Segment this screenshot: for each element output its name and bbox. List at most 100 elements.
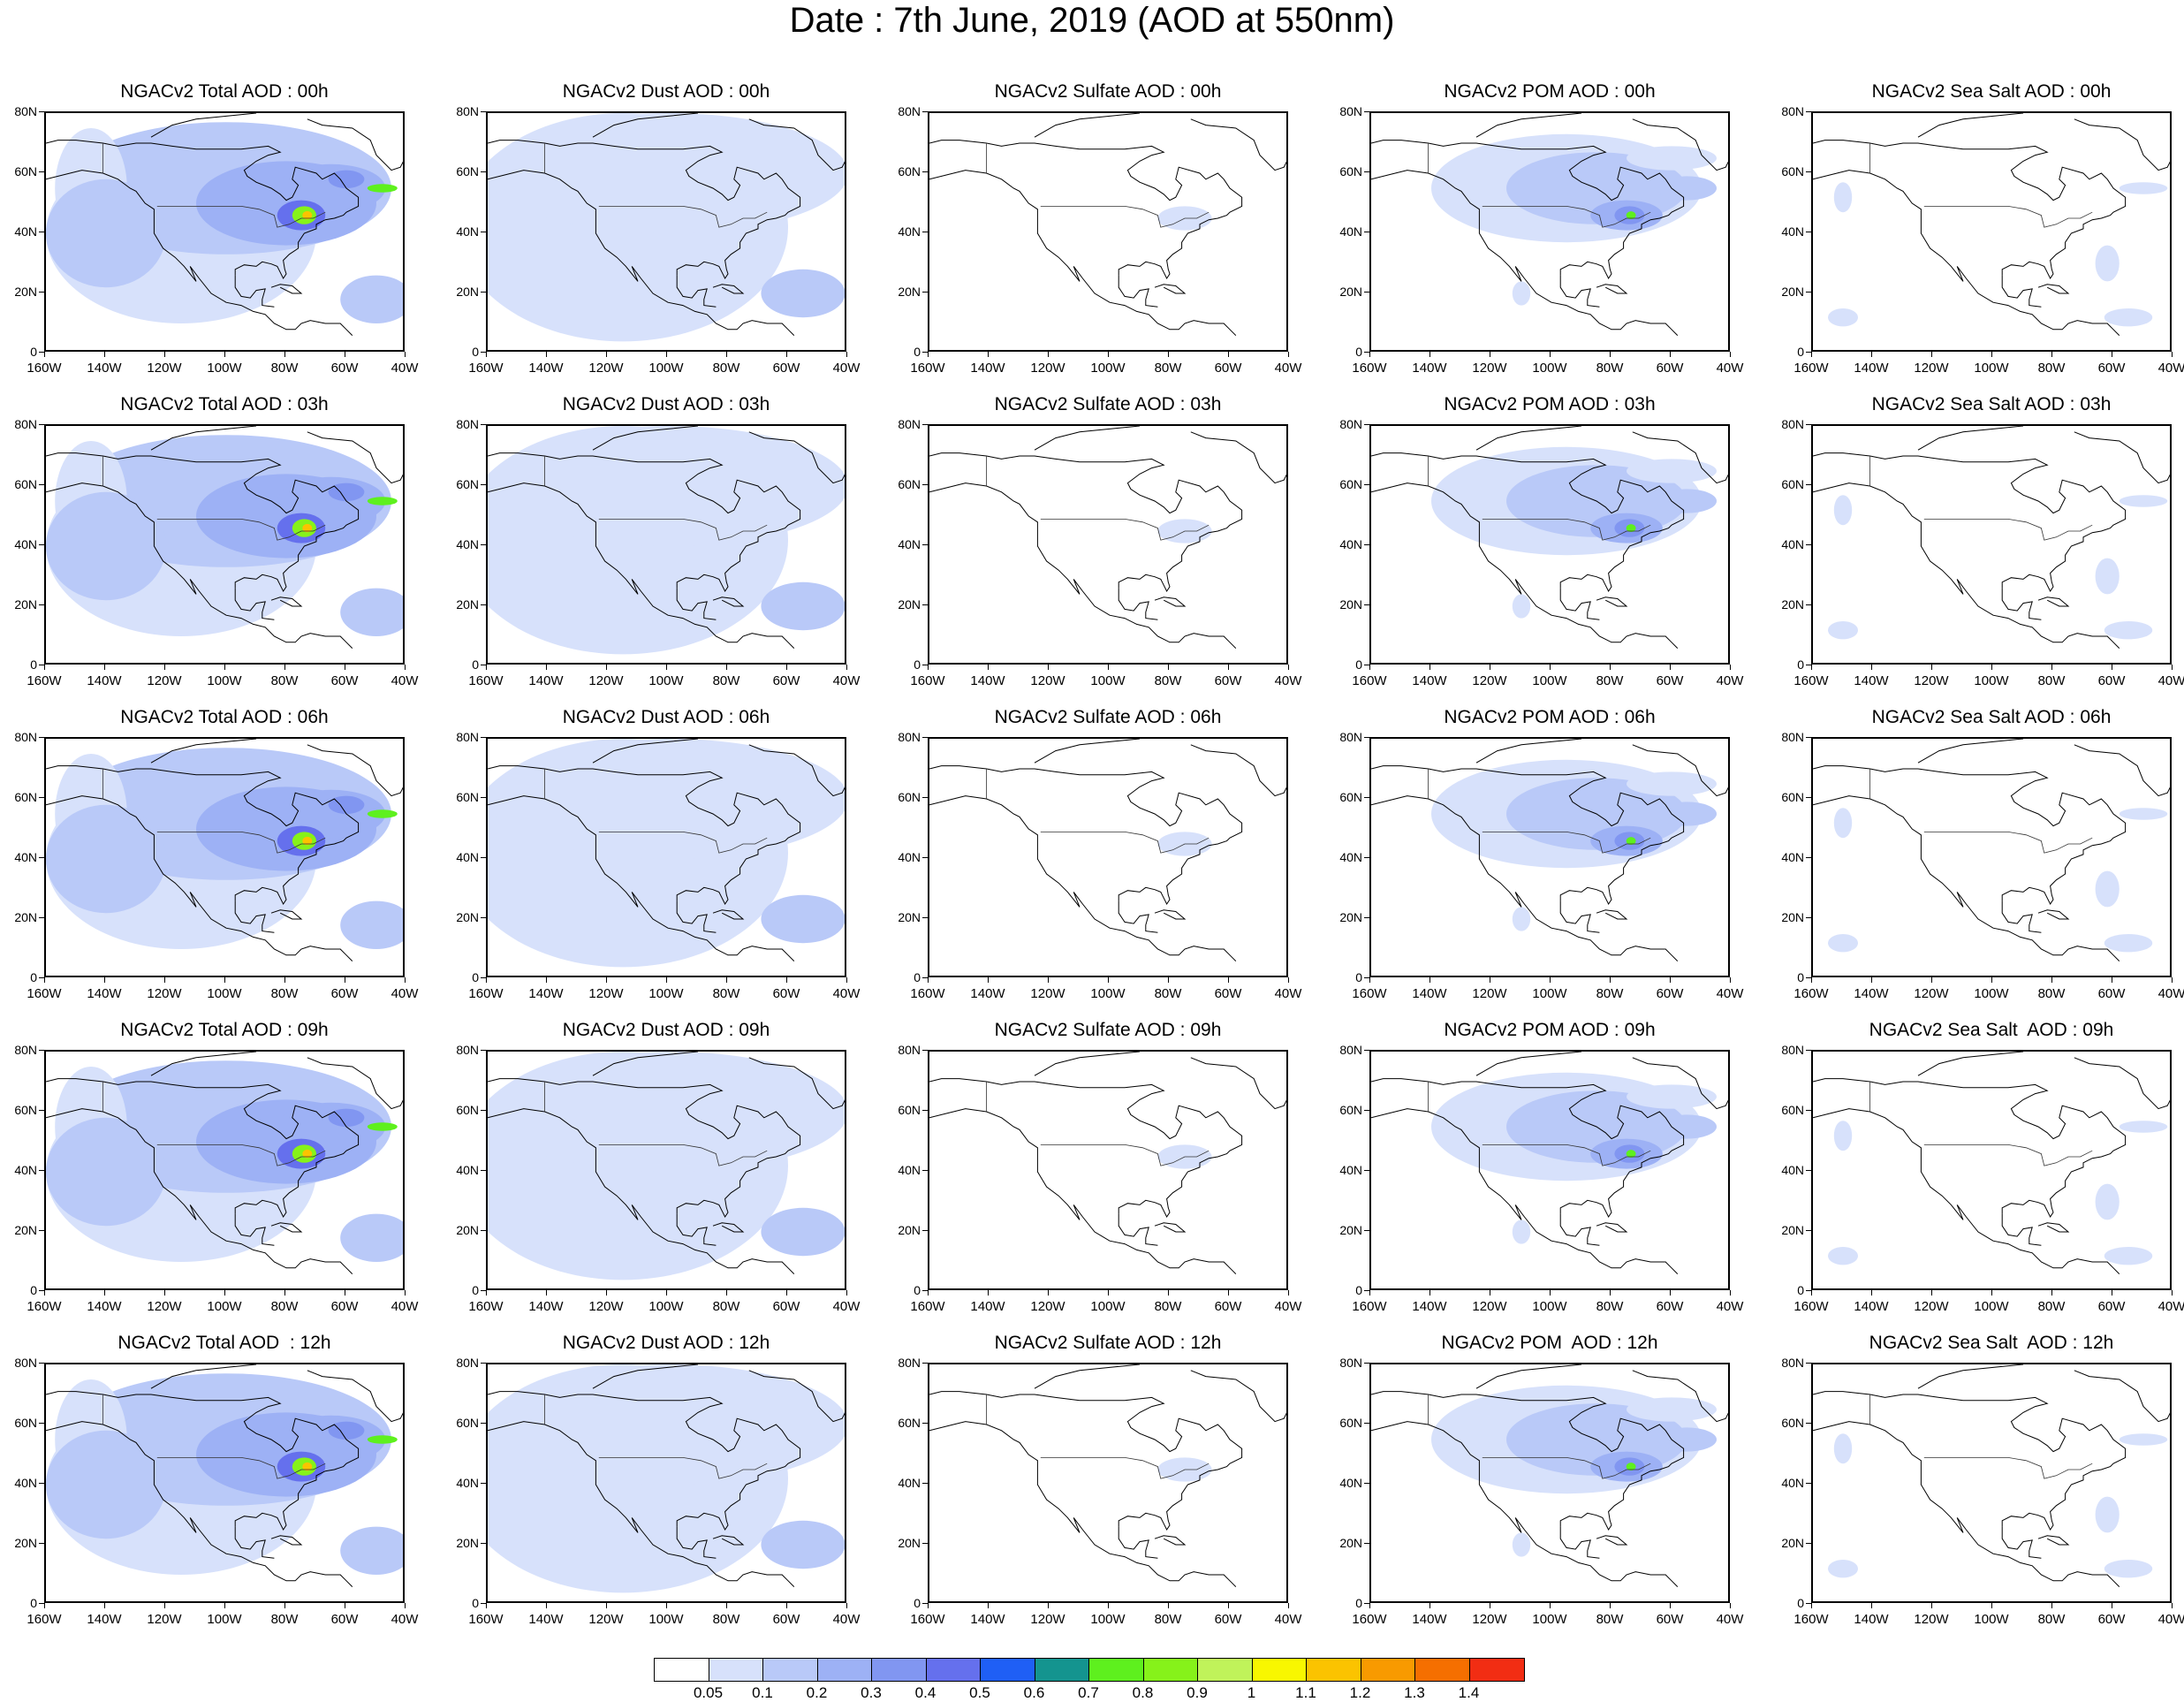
lat-tick-label: 80N <box>1339 417 1362 431</box>
lon-tick <box>2051 977 2052 983</box>
aod-region <box>328 1421 365 1440</box>
lat-tick-label: 0 <box>30 657 37 672</box>
lon-tick <box>1429 665 1430 670</box>
lat-tick <box>1806 1423 1811 1424</box>
lon-tick-label: 120W <box>588 361 624 376</box>
country-border <box>1923 206 2093 228</box>
colorbar-label: 0.5 <box>969 1684 990 1701</box>
lon-tick-label: 60W <box>1656 1612 1684 1627</box>
lat-tick <box>39 1543 44 1544</box>
lon-tick <box>988 665 989 670</box>
lat-tick-label: 60N <box>1781 477 1804 491</box>
lon-tick-label: 120W <box>1914 986 1949 1001</box>
lon-tick-label: 80W <box>270 673 299 688</box>
aod-region <box>488 739 845 859</box>
coastline <box>488 482 795 649</box>
coastline <box>2037 284 2070 294</box>
lon-tick-label: 60W <box>1656 361 1684 376</box>
lat-tick-label: 60N <box>1339 1416 1362 1430</box>
aod-region <box>2119 182 2168 194</box>
lon-tick <box>1931 1603 1932 1608</box>
coastline <box>1371 765 1685 905</box>
country-border <box>1923 1144 2093 1166</box>
lon-tick-label: 60W <box>330 986 359 1001</box>
lat-tick-label: 60N <box>456 164 479 179</box>
coastline <box>1371 482 1679 649</box>
lat-tick <box>481 1110 486 1111</box>
lat-tick <box>1364 1050 1369 1051</box>
lat-tick-label: 60N <box>898 164 921 179</box>
colorbar-label: 0.8 <box>1132 1684 1154 1701</box>
lon-tick <box>1429 1603 1430 1608</box>
aod-region <box>367 497 398 505</box>
lat-tick-label: 20N <box>456 1536 479 1550</box>
coastline <box>748 1057 845 1110</box>
lon-tick <box>1369 1603 1370 1608</box>
lon-tick-label: 40W <box>1274 1299 1302 1314</box>
coastline <box>150 426 257 451</box>
lat-tick <box>1806 857 1811 858</box>
coastline <box>1813 765 2127 905</box>
lon-tick-label: 140W <box>970 1612 1005 1627</box>
lon-tick <box>928 352 929 357</box>
lon-tick-label: 120W <box>1472 361 1507 376</box>
lon-tick <box>164 1603 165 1608</box>
map-area <box>486 424 846 665</box>
lat-tick <box>922 544 928 545</box>
aod-field <box>46 113 403 336</box>
lon-tick <box>1108 1603 1109 1608</box>
lat-tick-label: 40N <box>456 1476 479 1490</box>
aod-field <box>1371 739 1728 961</box>
lat-tick-label: 80N <box>1781 104 1804 118</box>
lat-tick <box>1364 604 1369 605</box>
lat-tick-label: 0 <box>1797 1283 1804 1297</box>
lat-tick-label: 60N <box>1781 1416 1804 1430</box>
panel-title: NGACv2 Sea Salt AOD : 12h <box>1869 1333 2114 1353</box>
aod-field <box>488 113 845 342</box>
lon-tick <box>1288 352 1289 357</box>
colorbar-swatch <box>1252 1659 1307 1681</box>
lon-tick-label: 100W <box>1974 1299 2009 1314</box>
lon-tick <box>786 977 787 983</box>
lon-tick-label: 40W <box>832 361 861 376</box>
lon-tick-label: 140W <box>87 1612 122 1627</box>
lat-tick-label: 0 <box>30 970 37 984</box>
lat-tick-label: 80N <box>1339 104 1362 118</box>
coastline <box>307 431 403 484</box>
lon-tick-label: 80W <box>270 361 299 376</box>
lon-tick-label: 140W <box>1412 1612 1447 1627</box>
lon-tick-label: 60W <box>772 673 800 688</box>
lon-tick <box>284 665 285 670</box>
lon-tick <box>666 352 667 357</box>
lon-tick <box>1670 1290 1671 1295</box>
aod-region <box>46 179 166 288</box>
aod-region <box>2104 621 2153 640</box>
lon-tick <box>928 1603 929 1608</box>
lat-tick-label: 80N <box>1781 1043 1804 1057</box>
lon-tick-label: 40W <box>391 361 419 376</box>
aod-field <box>46 1052 403 1274</box>
aod-region <box>367 809 398 818</box>
lon-tick-label: 100W <box>1974 673 2009 688</box>
lon-tick-label: 160W <box>27 361 62 376</box>
aod-region <box>1627 459 1717 483</box>
lat-tick <box>1364 171 1369 172</box>
lon-tick-label: 120W <box>1030 361 1065 376</box>
aod-region <box>1833 808 1853 839</box>
lat-tick-label: 0 <box>914 657 921 672</box>
lat-tick <box>1364 1110 1369 1111</box>
country-border <box>1040 1144 1210 1166</box>
coastline <box>270 1222 303 1233</box>
lat-tick <box>39 977 44 978</box>
lat-tick <box>1806 352 1811 353</box>
lon-tick-label: 100W <box>648 361 684 376</box>
lon-tick-label: 160W <box>468 1612 504 1627</box>
lat-tick-label: 60N <box>898 790 921 804</box>
lat-tick <box>1806 1483 1811 1484</box>
colorbar-label: 0.1 <box>752 1684 773 1701</box>
lon-tick-label: 140W <box>87 361 122 376</box>
lon-tick <box>1730 352 1731 357</box>
panel-title: NGACv2 Sulfate AOD : 00h <box>994 81 1222 102</box>
lat-tick <box>39 171 44 172</box>
aod-region <box>2104 1247 2153 1265</box>
